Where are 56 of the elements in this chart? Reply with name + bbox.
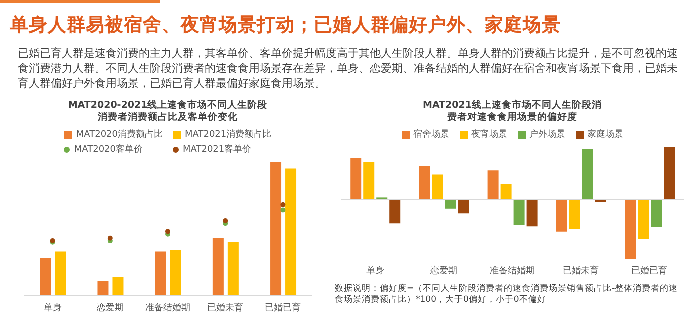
legend-label: MAT2021消费额占比 xyxy=(184,128,272,141)
legend-label: MAT2020客单价 xyxy=(73,144,144,156)
bar xyxy=(569,200,580,230)
point xyxy=(223,218,228,224)
point xyxy=(108,236,113,241)
bar xyxy=(514,200,525,226)
bar xyxy=(638,200,650,240)
bar xyxy=(286,168,297,296)
legend-label: MAT2021客单价 xyxy=(182,144,253,156)
x-tick-label: 单身 xyxy=(366,265,384,276)
bar xyxy=(170,250,182,296)
x-tick-label: 已婚已育 xyxy=(632,265,668,276)
point xyxy=(280,208,286,213)
bar xyxy=(651,200,662,228)
bar xyxy=(432,174,444,200)
x-tick-label: 准备结婚期 xyxy=(490,265,535,276)
bar xyxy=(445,200,456,209)
text: 数据说明：偏好度=（不同人生阶段消费者的速食消费场景销售额占比-整体消费者的速食场景消费额占比）*100，大于0偏好，小于0不偏好 xyxy=(335,284,680,306)
bar xyxy=(112,277,124,296)
bar xyxy=(390,200,401,224)
legend-label: 家庭场景 xyxy=(586,128,624,141)
bar xyxy=(625,200,636,259)
point xyxy=(280,202,286,208)
x-tick-label: 单身 xyxy=(44,302,62,314)
bar xyxy=(228,242,239,296)
x-tick-label: 准备结婚期 xyxy=(146,302,190,314)
bar xyxy=(270,162,282,296)
x-tick-label: 恋爱期 xyxy=(96,302,124,314)
chart-title: MAT2021线上速食市场不同人生阶段消费者对速食食用场景的偏好度 xyxy=(422,100,603,125)
chart-title: MAT2020-2021线上速食市场不同人生阶段消费者消费额占比及客单价变化 xyxy=(68,100,268,125)
point xyxy=(166,229,170,234)
bar xyxy=(526,200,538,227)
text: 单身人群易被宿舍、夜宵场景打动；已婚人群偏好户外、家庭场景 xyxy=(10,14,561,37)
bar xyxy=(55,252,66,296)
legend-label: 户外场景 xyxy=(528,128,566,141)
x-tick-label: 已婚已育 xyxy=(265,302,302,314)
bar xyxy=(582,149,594,200)
x-tick-label: 恋爱期 xyxy=(429,265,458,276)
bar xyxy=(500,184,512,200)
text: 已婚已育人群是速食消费的主力人群，其客单价、客单价提升幅度高于其他人生阶段人群。单身人群的消费额占比提升，是不可忽视的速食消费潜力人群。不同人生阶段消费者的速食食用场景存在差异，单身、恋爱期、准备结婚的人群偏好在宿舍和夜宵场景下食用，已婚未育人群偏好户外食用场景，已婚已育人群最偏好家庭食用场景。 xyxy=(18,46,679,91)
bar xyxy=(488,170,499,200)
bar xyxy=(98,281,109,296)
bar xyxy=(556,200,568,232)
bar xyxy=(364,162,375,200)
bar xyxy=(40,258,52,296)
x-tick-label: 已婚未育 xyxy=(208,302,244,314)
legend-label: 宿舍场景 xyxy=(412,128,450,141)
x-tick-label: 已婚未育 xyxy=(563,265,600,276)
bar xyxy=(350,158,362,200)
legend-label: 夜宵场景 xyxy=(470,128,508,141)
bar xyxy=(458,200,470,214)
legend-label: MAT2020消费额占比 xyxy=(75,128,163,141)
bar xyxy=(419,166,430,200)
bar xyxy=(212,238,224,296)
bar xyxy=(664,147,676,200)
bar xyxy=(155,252,166,296)
